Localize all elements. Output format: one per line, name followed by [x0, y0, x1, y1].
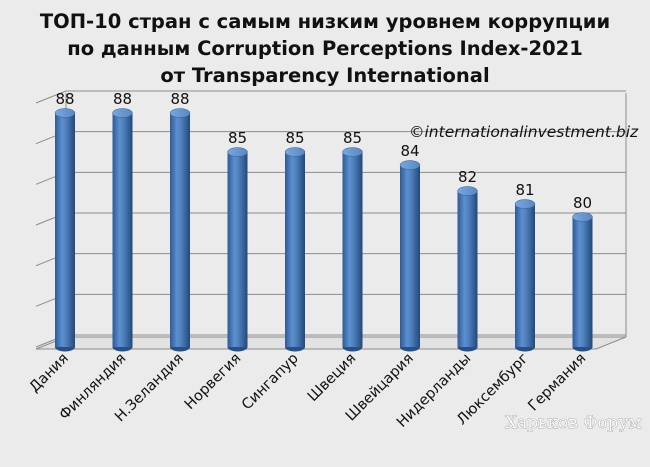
- bar: [284, 147, 306, 352]
- bar-top: [572, 212, 593, 222]
- bars: [54, 108, 593, 352]
- bar: [342, 147, 363, 352]
- title-line-2: по данным Corruption Perceptions Index-2…: [67, 37, 583, 60]
- bar: [514, 199, 536, 352]
- value-labels: 88 88 88 85 85 85 84 82 81 80: [55, 90, 592, 212]
- bar-top: [284, 147, 306, 157]
- bar: [169, 108, 191, 352]
- bar-body: [285, 152, 305, 347]
- category-label: Норвегия: [182, 351, 244, 413]
- value-label: 88: [55, 90, 74, 108]
- value-label: 85: [285, 129, 304, 147]
- title-line-3: от Transparency International: [160, 64, 490, 87]
- bar: [399, 160, 421, 352]
- bar-body: [112, 113, 133, 347]
- bar-body: [400, 165, 420, 347]
- value-label: 88: [113, 90, 132, 108]
- value-label: 85: [343, 129, 362, 147]
- bar-body: [457, 191, 478, 347]
- bar-top: [457, 186, 478, 196]
- title-line-1: ТОП-10 стран с самым низким уровнем корр…: [39, 10, 611, 33]
- bar-top: [342, 147, 363, 157]
- bar-body: [170, 113, 190, 347]
- watermark-text: Харьков Форум: [505, 413, 642, 433]
- category-label: Дания: [27, 351, 72, 396]
- bar-body: [572, 217, 593, 347]
- chart-title: ТОП-10 стран с самым низким уровнем корр…: [0, 8, 650, 89]
- bar-body: [55, 113, 75, 347]
- bar-body: [342, 152, 363, 347]
- bar: [572, 212, 593, 352]
- source-credit: ©internationalinvestment.biz: [409, 123, 639, 141]
- value-label: 85: [228, 129, 247, 147]
- bar-body: [227, 152, 248, 347]
- value-label: 88: [170, 90, 189, 108]
- bar: [457, 186, 478, 352]
- bar-top: [54, 108, 76, 118]
- value-label: 84: [400, 142, 419, 160]
- value-label: 81: [515, 181, 534, 199]
- bar-top: [399, 160, 421, 170]
- gridline-depth: [35, 90, 67, 104]
- bar: [112, 108, 133, 352]
- bar-top: [169, 108, 191, 118]
- bar-top: [112, 108, 133, 118]
- category-label: Германия: [525, 351, 589, 415]
- bar-top: [227, 147, 248, 157]
- bar: [54, 108, 76, 352]
- category-label: Швеция: [305, 351, 359, 405]
- value-label: 80: [573, 194, 592, 212]
- bar-body: [515, 204, 535, 347]
- category-label: Сингапур: [239, 351, 302, 414]
- bar-top: [514, 199, 536, 209]
- bar: [227, 147, 248, 352]
- value-label: 82: [458, 168, 477, 186]
